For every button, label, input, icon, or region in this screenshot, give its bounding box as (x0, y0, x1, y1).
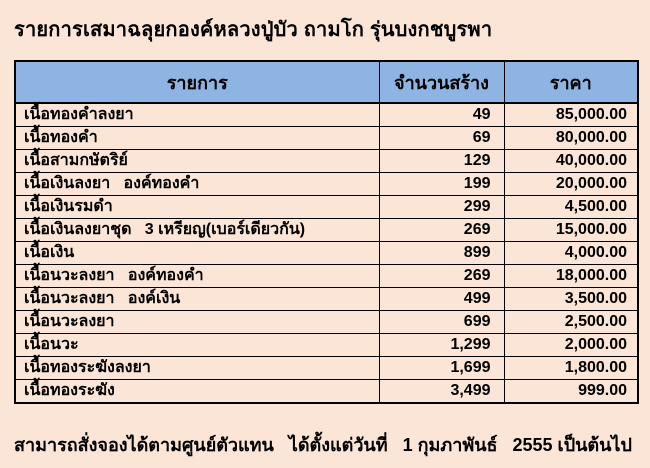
cell-item: เนื้อทองคำ (14, 126, 380, 150)
table-row: เนื้อเงินลงยาชุด 3 เหรียญ(เบอร์เดียวกัน)… (14, 218, 639, 242)
header-quantity: จำนวนสร้าง (378, 60, 505, 104)
cell-price: 999.00 (503, 379, 639, 404)
cell-quantity: 269 (378, 264, 505, 288)
table-row: เนื้อทองคำ 69 80,000.00 (14, 126, 639, 150)
cell-item: เนื้อทองระฆัง (14, 379, 380, 404)
table-header-row: รายการ จำนวนสร้าง ราคา (14, 60, 639, 104)
cell-quantity: 199 (378, 172, 505, 196)
table-row: เนื้อเงินรมดำ 299 4,500.00 (14, 195, 639, 219)
page-title: รายการเสมาฉลุยกองค์หลวงปู่บัว ถามโก รุ่น… (14, 19, 493, 41)
cell-price: 80,000.00 (503, 126, 639, 150)
cell-quantity: 69 (378, 126, 505, 150)
cell-quantity: 129 (378, 149, 505, 173)
cell-item: เนื้อนวะลงยา (14, 310, 380, 334)
cell-price: 15,000.00 (503, 218, 639, 242)
cell-quantity: 299 (378, 195, 505, 219)
cell-quantity: 49 (378, 102, 505, 127)
cell-price: 85,000.00 (503, 102, 639, 127)
cell-price: 2,500.00 (503, 310, 639, 334)
cell-price: 40,000.00 (503, 149, 639, 173)
cell-item: เนื้อสามกษัตริย์ (14, 149, 380, 173)
cell-price: 2,000.00 (503, 333, 639, 357)
cell-item: เนื้อเงินลงยา องค์ทองคำ (14, 172, 380, 196)
table-row: เนื้อนวะลงยา องค์เงิน 499 3,500.00 (14, 287, 639, 311)
footer-note: สามารถสั่งจองได้ตามศูนย์ตัวแทน ได้ตั้งแต… (14, 435, 632, 455)
table-row: เนื้อทองระฆัง 3,499 999.00 (14, 379, 639, 404)
table-row: เนื้อนวะลงยา 699 2,500.00 (14, 310, 639, 334)
table-row: เนื้อสามกษัตริย์ 129 40,000.00 (14, 149, 639, 173)
cell-item: เนื้อทองระฆังลงยา (14, 356, 380, 380)
cell-price: 18,000.00 (503, 264, 639, 288)
cell-item: เนื้อนวะ (14, 333, 380, 357)
cell-quantity: 1,699 (378, 356, 505, 380)
table-row: เนื้อนวะ 1,299 2,000.00 (14, 333, 639, 357)
table-row: เนื้อเงิน 899 4,000.00 (14, 241, 639, 265)
cell-price: 4,500.00 (503, 195, 639, 219)
cell-price: 1,800.00 (503, 356, 639, 380)
cell-quantity: 3,499 (378, 379, 505, 404)
cell-item: เนื้อทองคำลงยา (14, 102, 380, 127)
cell-item: เนื้อเงินลงยาชุด 3 เหรียญ(เบอร์เดียวกัน) (14, 218, 380, 242)
cell-item: เนื้อนวะลงยา องค์ทองคำ (14, 264, 380, 288)
table-row: เนื้อเงินลงยา องค์ทองคำ 199 20,000.00 (14, 172, 639, 196)
header-price: ราคา (503, 60, 639, 104)
cell-quantity: 269 (378, 218, 505, 242)
cell-price: 4,000.00 (503, 241, 639, 265)
cell-quantity: 1,299 (378, 333, 505, 357)
table-row: เนื้อนวะลงยา องค์ทองคำ 269 18,000.00 (14, 264, 639, 288)
cell-item: เนื้อเงินรมดำ (14, 195, 380, 219)
cell-price: 20,000.00 (503, 172, 639, 196)
table-row: เนื้อทองคำลงยา 49 85,000.00 (14, 102, 639, 127)
cell-item: เนื้อนวะลงยา องค์เงิน (14, 287, 380, 311)
price-table: รายการ จำนวนสร้าง ราคา เนื้อทองคำลงยา 49 8… (14, 60, 639, 404)
cell-quantity: 899 (378, 241, 505, 265)
cell-quantity: 499 (378, 287, 505, 311)
header-item: รายการ (14, 60, 380, 104)
table-body: เนื้อทองคำลงยา 49 85,000.00 เนื้อทองคำ 69 80,… (14, 102, 639, 404)
cell-price: 3,500.00 (503, 287, 639, 311)
cell-quantity: 699 (378, 310, 505, 334)
table-row: เนื้อทองระฆังลงยา 1,699 1,800.00 (14, 356, 639, 380)
cell-item: เนื้อเงิน (14, 241, 380, 265)
